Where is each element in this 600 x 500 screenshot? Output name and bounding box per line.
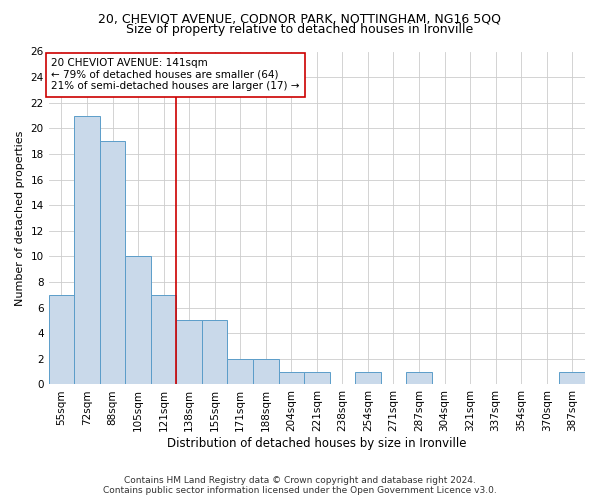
- Bar: [253, 359, 278, 384]
- Bar: [49, 295, 74, 384]
- Bar: [227, 359, 253, 384]
- Bar: [355, 372, 380, 384]
- Text: 20, CHEVIOT AVENUE, CODNOR PARK, NOTTINGHAM, NG16 5QQ: 20, CHEVIOT AVENUE, CODNOR PARK, NOTTING…: [98, 12, 502, 26]
- Bar: [559, 372, 585, 384]
- Bar: [125, 256, 151, 384]
- Bar: [151, 295, 176, 384]
- Bar: [406, 372, 432, 384]
- Text: 20 CHEVIOT AVENUE: 141sqm
← 79% of detached houses are smaller (64)
21% of semi-: 20 CHEVIOT AVENUE: 141sqm ← 79% of detac…: [52, 58, 300, 92]
- Text: Size of property relative to detached houses in Ironville: Size of property relative to detached ho…: [127, 22, 473, 36]
- Bar: [176, 320, 202, 384]
- Bar: [278, 372, 304, 384]
- Bar: [202, 320, 227, 384]
- Bar: [74, 116, 100, 384]
- Y-axis label: Number of detached properties: Number of detached properties: [15, 130, 25, 306]
- Bar: [304, 372, 329, 384]
- Bar: [100, 141, 125, 384]
- X-axis label: Distribution of detached houses by size in Ironville: Distribution of detached houses by size …: [167, 437, 467, 450]
- Text: Contains HM Land Registry data © Crown copyright and database right 2024.
Contai: Contains HM Land Registry data © Crown c…: [103, 476, 497, 495]
